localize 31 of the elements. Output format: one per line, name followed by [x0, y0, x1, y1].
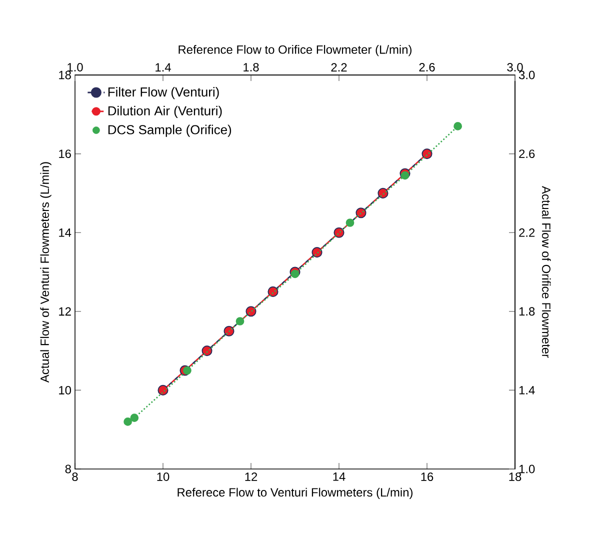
x2-tick-label: 1.8 — [244, 63, 259, 72]
x-axis-title: Referece Flow to Venturi Flowmeters (L/min) — [178, 488, 412, 499]
y-tick-label: 8 — [65, 464, 71, 474]
y2-tick-label: 1.8 — [519, 307, 535, 316]
x-tick-label: 10 — [157, 472, 170, 481]
x2-axis-title: Reference Flow to Orifice Flowmeter (L/min) — [178, 45, 412, 56]
y-tick-label: 12 — [59, 307, 71, 316]
legend-label: Dilution Air (Venturi) — [108, 106, 222, 118]
x2-tick-label: 2.6 — [419, 63, 435, 72]
y2-axis-title: Actual Flow of Orifice Flowmeter — [542, 186, 551, 358]
legend-label: DCS Sample (Orifice) — [108, 124, 232, 137]
x-tick-label: 12 — [245, 472, 258, 481]
y2-tick-label: 1.0 — [519, 464, 535, 474]
y-tick-label: 16 — [59, 150, 71, 158]
y2-tick-label: 2.2 — [519, 228, 535, 237]
x2-tick-label: 1.0 — [68, 63, 83, 72]
x-tick-label: 14 — [333, 472, 346, 481]
y-tick-label: 14 — [59, 228, 72, 237]
x-tick-label: 18 — [509, 472, 522, 481]
y-axis-title: Actual Flow of Venturi Flowmeters (L/min) — [40, 162, 52, 383]
x-tick-label: 16 — [421, 472, 434, 481]
y2-tick-label: 1.4 — [519, 386, 535, 394]
x2-tick-label: 3.0 — [507, 63, 523, 72]
y2-tick-label: 2.6 — [519, 150, 535, 158]
y-tick-label: 18 — [59, 70, 71, 80]
legend-label: Filter Flow (Venturi) — [108, 87, 219, 100]
y-tick-label: 10 — [59, 386, 72, 394]
x-tick-label: 8 — [72, 472, 78, 481]
x2-tick-label: 2.2 — [331, 63, 347, 72]
x2-tick-label: 1.4 — [156, 63, 171, 72]
y2-tick-label: 3.0 — [518, 70, 535, 80]
